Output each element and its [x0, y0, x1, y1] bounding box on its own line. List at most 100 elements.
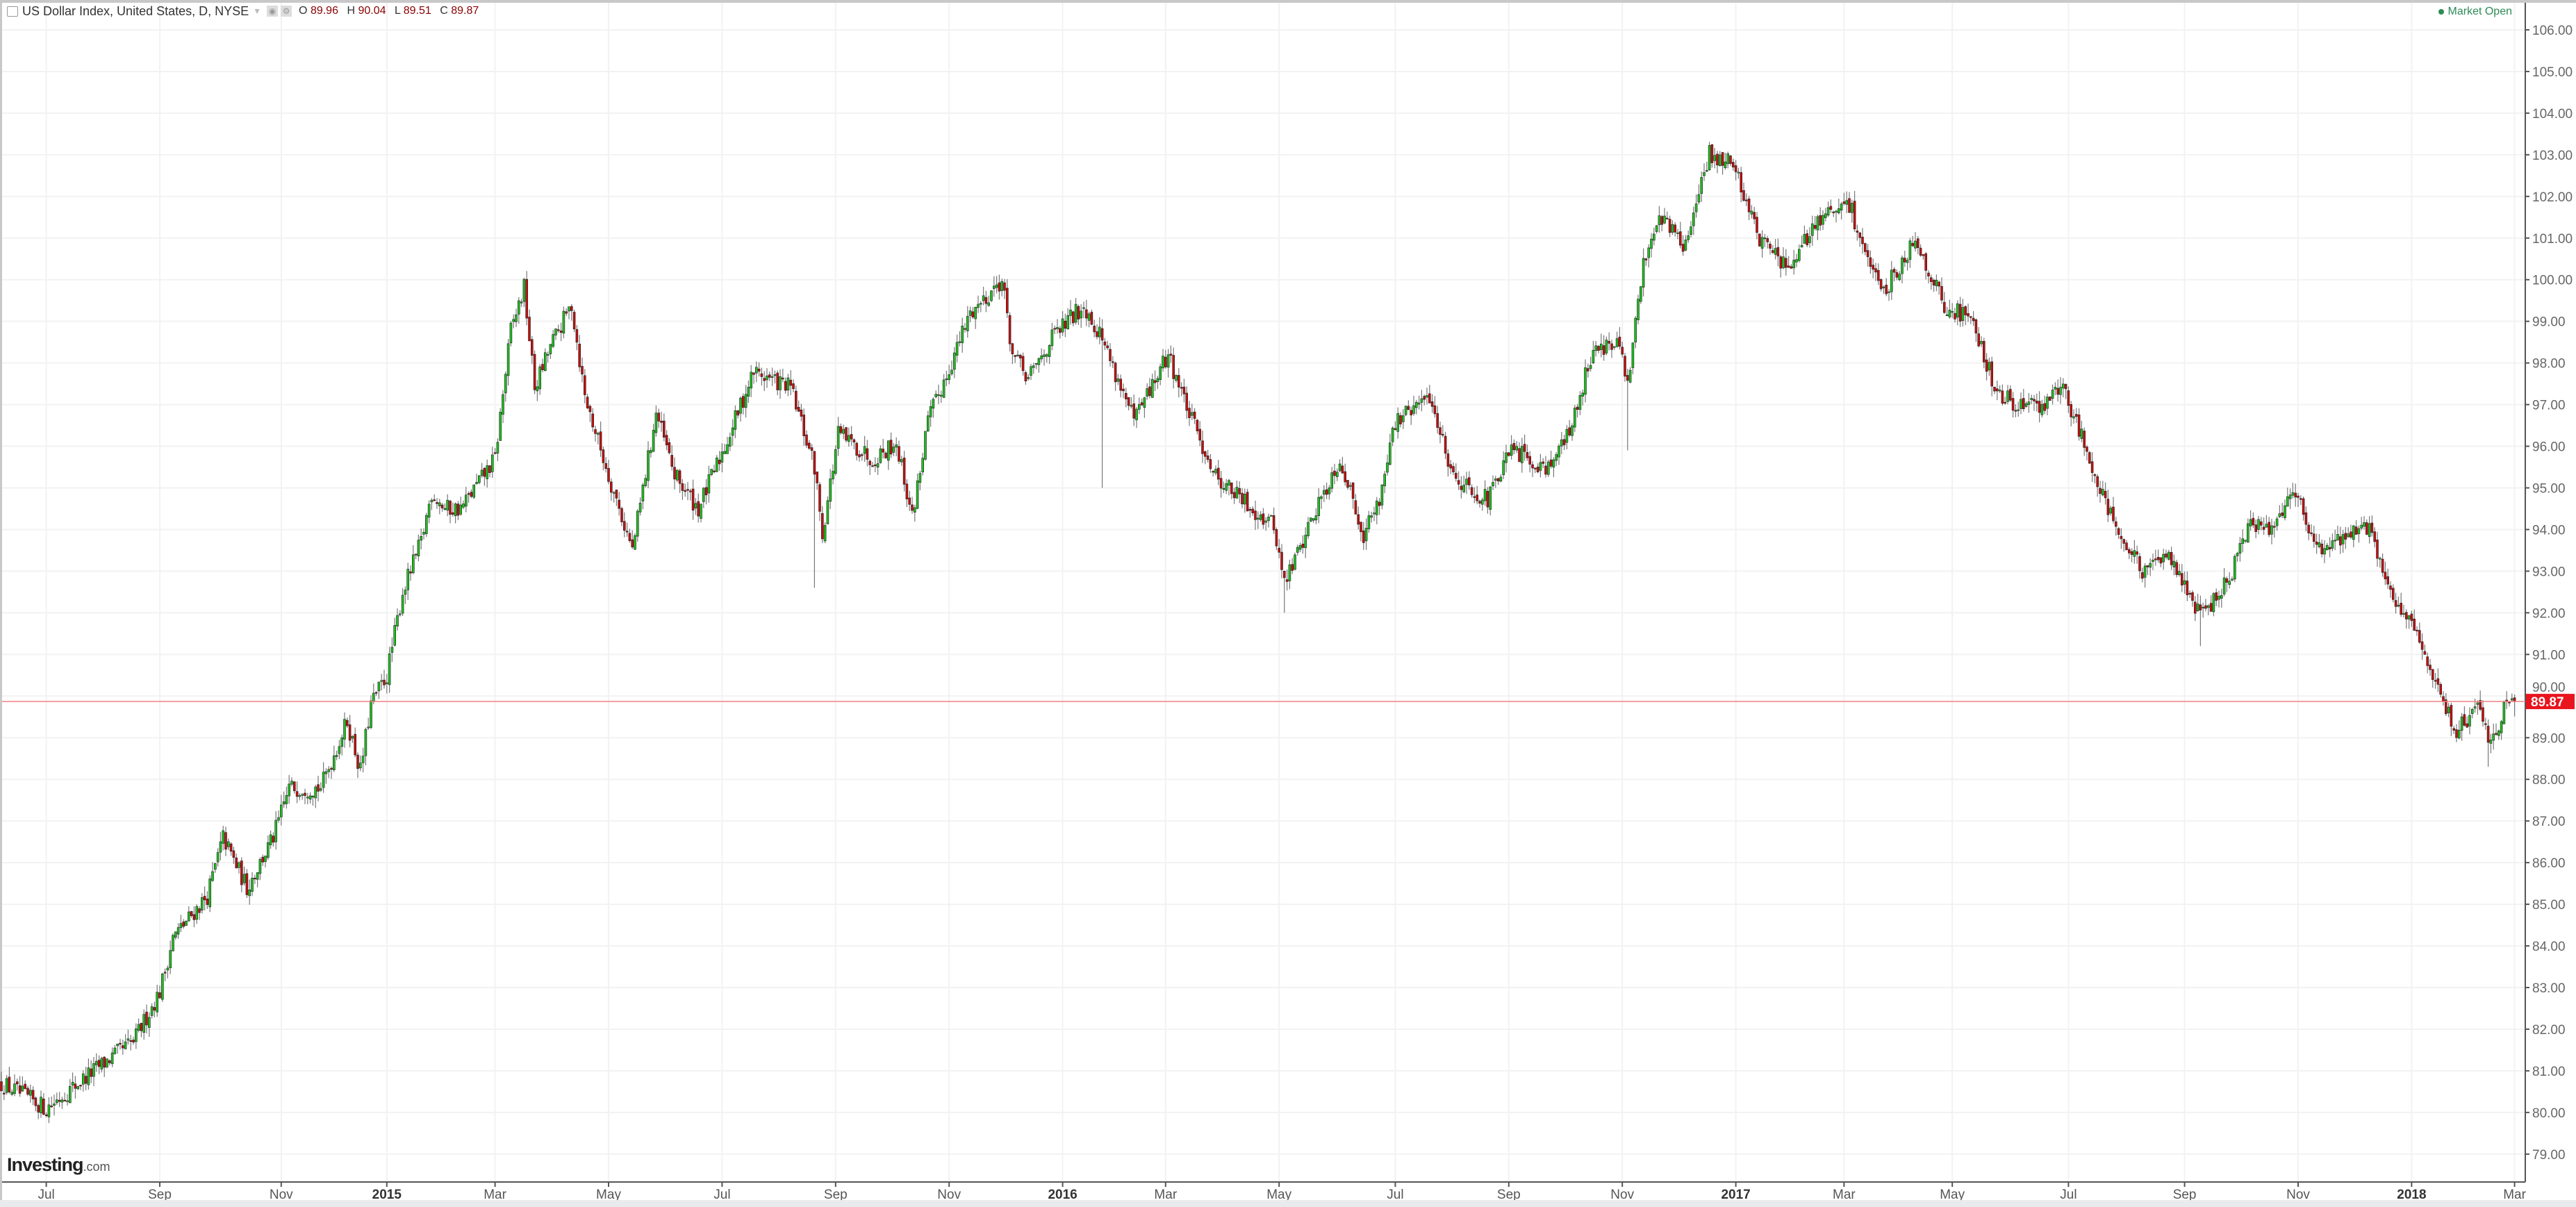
candle-down [2011, 398, 2015, 411]
candle-down [2122, 539, 2125, 544]
candle-up [1087, 313, 1091, 321]
candle-down [2088, 452, 2091, 464]
candle-down [2315, 541, 2318, 545]
candle-down [2416, 629, 2418, 632]
candle-down [816, 472, 818, 483]
candle-up [836, 426, 840, 449]
candle-up [1584, 367, 1587, 395]
candle-down [74, 1083, 77, 1089]
candle-down [356, 754, 359, 769]
candle-up [770, 376, 774, 378]
candle-down [192, 914, 196, 920]
candle-up [554, 328, 557, 335]
candle-up [1589, 365, 1592, 369]
candle-up [1066, 315, 1069, 329]
candle-up [335, 755, 338, 757]
dropdown-arrow-icon[interactable]: ▼ [253, 6, 262, 16]
candles [0, 142, 2516, 1124]
candle-down [898, 446, 900, 462]
candle-up [95, 1060, 98, 1065]
candle-up [148, 1017, 151, 1028]
candle-up [1782, 256, 1785, 269]
candle-up [1948, 310, 1951, 317]
candle-down [757, 368, 761, 372]
candle-down [1182, 386, 1186, 394]
candle-down [2125, 542, 2128, 551]
candle-up [5, 1078, 8, 1093]
candle-up [1330, 472, 1333, 489]
candle-up [823, 525, 827, 542]
candle-down [1895, 272, 1899, 278]
candle-down [2495, 733, 2497, 735]
x-tick-label: Nov [1610, 1188, 1634, 1202]
candle-up [1605, 340, 1608, 353]
candle-down [2209, 603, 2213, 612]
candle-down [1536, 467, 1539, 472]
candle-up [942, 379, 946, 398]
candle-down [1787, 265, 1790, 268]
candle-down [861, 454, 864, 456]
candle-down [1819, 215, 1822, 226]
candle-up [2249, 519, 2252, 526]
collapse-legend-icon[interactable] [7, 6, 18, 17]
candle-down [1496, 478, 1500, 482]
candle-up [1882, 286, 1885, 288]
candle-up [454, 503, 457, 517]
candle-down [1742, 190, 1745, 201]
candle-down [2466, 723, 2468, 728]
candle-down [2083, 431, 2086, 448]
candle-down [158, 992, 161, 999]
candle-down [1127, 397, 1130, 406]
candle-down [1729, 156, 1732, 164]
candle-up [1502, 460, 1505, 476]
candle-up [1998, 390, 2001, 392]
candle-down [1059, 328, 1062, 333]
candle-down [1866, 250, 1869, 258]
candle-up [396, 615, 399, 626]
candle-up [2051, 390, 2054, 399]
candle-up [647, 450, 650, 481]
candle-up [258, 859, 262, 874]
candle-down [1758, 233, 1761, 247]
candle-down [1932, 280, 1935, 285]
candle-up [1560, 439, 1563, 447]
candle-up [1116, 378, 1120, 382]
candle-up [1046, 354, 1048, 357]
candle-down [609, 481, 613, 493]
candle-up [1631, 342, 1635, 368]
eye-icon[interactable]: ◉ [267, 6, 279, 17]
candle-down [868, 460, 871, 465]
candle-down [1106, 345, 1109, 349]
candle-up [2222, 577, 2226, 594]
candle-up [512, 319, 515, 322]
candle-down [2104, 490, 2107, 499]
candle-up [2284, 505, 2286, 519]
candle-down [50, 1106, 53, 1108]
candle-down [34, 1097, 38, 1106]
x-tick-label: Jul [1387, 1188, 1403, 1202]
candle-down [2370, 522, 2374, 533]
candle-up [1402, 415, 1405, 422]
candle-up [264, 856, 267, 862]
status-dot-icon [2438, 9, 2444, 15]
candle-down [2043, 403, 2046, 411]
candle-down [1608, 341, 1610, 344]
candle-down [1407, 406, 1410, 410]
candle-up [916, 480, 919, 509]
candle-up [720, 451, 724, 463]
settings-gear-icon[interactable]: ⚙ [281, 6, 292, 17]
candle-down [2384, 572, 2387, 580]
candle-down [1832, 211, 1835, 213]
candle-down [1660, 216, 1663, 225]
candle-down [588, 406, 592, 413]
candle-up [430, 499, 434, 503]
candle-up [2500, 721, 2503, 733]
candle-down [1486, 490, 1489, 508]
candle-up [2207, 605, 2210, 608]
candle-down [1970, 316, 1972, 318]
candle-down [742, 396, 745, 408]
candle-up [1822, 215, 1824, 225]
candle-up [520, 301, 523, 303]
candle-up [1613, 346, 1616, 348]
